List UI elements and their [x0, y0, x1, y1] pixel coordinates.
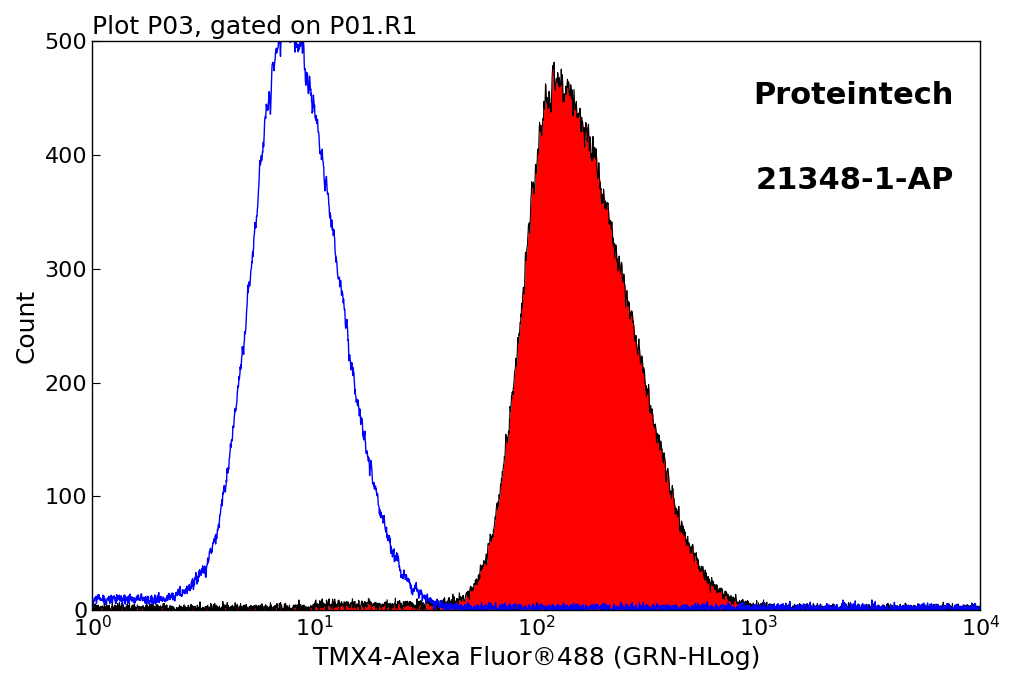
- X-axis label: TMX4-Alexa Fluor®488 (GRN-HLog): TMX4-Alexa Fluor®488 (GRN-HLog): [313, 646, 760, 670]
- Text: 21348-1-AP: 21348-1-AP: [755, 166, 954, 195]
- Y-axis label: Count: Count: [15, 288, 39, 363]
- Text: Plot P03, gated on P01.R1: Plot P03, gated on P01.R1: [92, 15, 417, 39]
- Text: Proteintech: Proteintech: [753, 81, 954, 110]
